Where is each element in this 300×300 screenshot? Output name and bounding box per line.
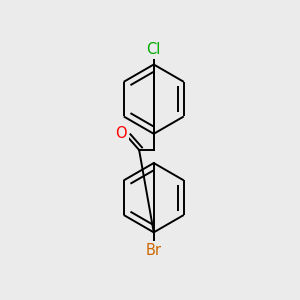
Text: Br: Br xyxy=(146,243,162,258)
Text: Cl: Cl xyxy=(147,42,161,57)
Text: O: O xyxy=(116,126,127,141)
